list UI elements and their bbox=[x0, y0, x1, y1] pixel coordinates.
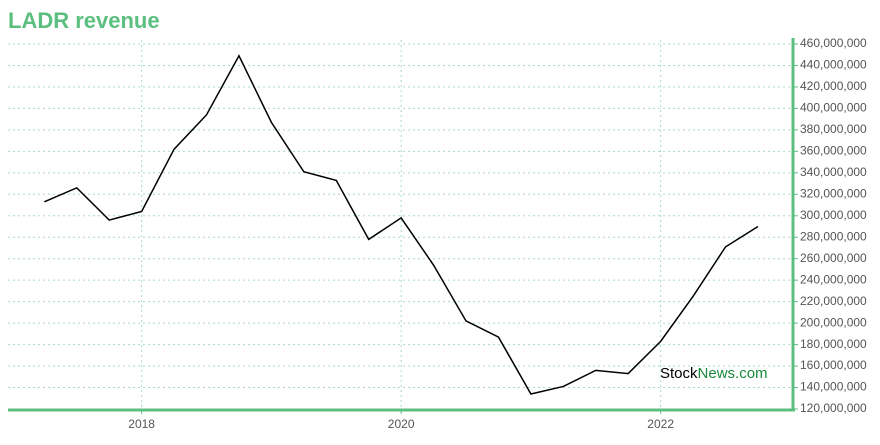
watermark-part1: Stock bbox=[660, 365, 698, 382]
y-tick-label: 400,000,000 bbox=[800, 101, 867, 115]
y-tick-label: 420,000,000 bbox=[800, 79, 867, 93]
y-tick-label: 460,000,000 bbox=[800, 36, 867, 50]
x-tick-label: 2020 bbox=[388, 417, 415, 431]
y-tick-label: 220,000,000 bbox=[800, 294, 867, 308]
y-tick-label: 380,000,000 bbox=[800, 122, 867, 136]
y-tick-label: 160,000,000 bbox=[800, 358, 867, 372]
line bbox=[44, 54, 759, 395]
chart-title: LADR revenue bbox=[8, 8, 160, 33]
y-tick-label: 320,000,000 bbox=[800, 186, 867, 200]
y-tick-label: 280,000,000 bbox=[800, 229, 867, 243]
y-tick-label: 360,000,000 bbox=[800, 144, 867, 158]
y-tick-label: 200,000,000 bbox=[800, 315, 867, 329]
y-tick-label: 240,000,000 bbox=[800, 272, 867, 286]
y-tick-label: 300,000,000 bbox=[800, 208, 867, 222]
y-tick-label: 440,000,000 bbox=[800, 58, 867, 72]
y-tick-label: 340,000,000 bbox=[800, 165, 867, 179]
y-tick-label: 260,000,000 bbox=[800, 251, 867, 265]
watermark: StockNews.com bbox=[660, 365, 768, 382]
y-tick-label: 140,000,000 bbox=[800, 380, 867, 394]
x-tick-label: 2022 bbox=[647, 417, 674, 431]
x-tick-label: 2018 bbox=[128, 417, 155, 431]
y-tick-label: 120,000,000 bbox=[800, 401, 867, 415]
watermark-part2: News.com bbox=[698, 365, 768, 382]
y-tick-label: 180,000,000 bbox=[800, 337, 867, 351]
